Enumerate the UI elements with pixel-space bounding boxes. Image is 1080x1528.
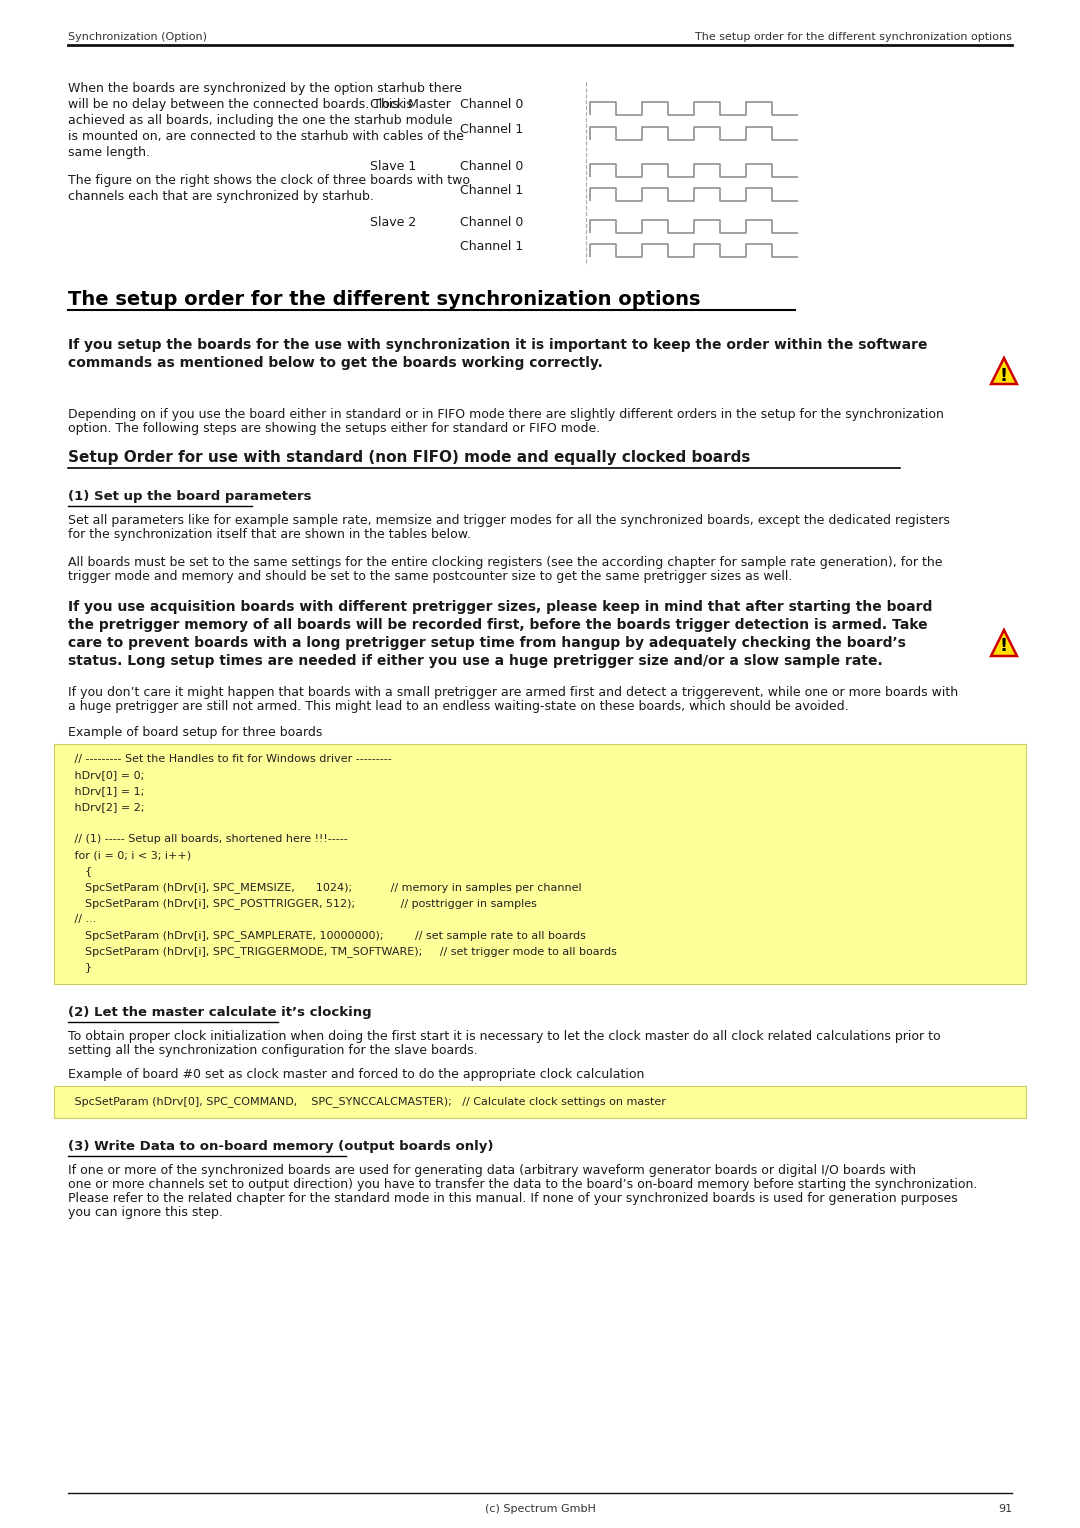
Text: for the synchronization itself that are shown in the tables below.: for the synchronization itself that are … bbox=[68, 529, 471, 541]
Text: (c) Spectrum GmbH: (c) Spectrum GmbH bbox=[485, 1504, 595, 1514]
Text: // ...: // ... bbox=[64, 914, 96, 924]
Text: SpcSetParam (hDrv[i], SPC_MEMSIZE,      1024);           // memory in samples pe: SpcSetParam (hDrv[i], SPC_MEMSIZE, 1024)… bbox=[64, 882, 582, 892]
Text: If you setup the boards for the use with synchronization it is important to keep: If you setup the boards for the use with… bbox=[68, 338, 928, 351]
Text: The setup order for the different synchronization options: The setup order for the different synchr… bbox=[696, 32, 1012, 41]
Text: for (i = 0; i < 3; i++): for (i = 0; i < 3; i++) bbox=[64, 850, 191, 860]
Text: option. The following steps are showing the setups either for standard or FIFO m: option. The following steps are showing … bbox=[68, 422, 600, 435]
Text: SpcSetParam (hDrv[i], SPC_TRIGGERMODE, TM_SOFTWARE);     // set trigger mode to : SpcSetParam (hDrv[i], SPC_TRIGGERMODE, T… bbox=[64, 946, 617, 957]
Polygon shape bbox=[991, 358, 1017, 384]
Text: Channel 0: Channel 0 bbox=[460, 98, 524, 112]
Text: hDrv[2] = 2;: hDrv[2] = 2; bbox=[64, 802, 145, 811]
Text: SpcSetParam (hDrv[i], SPC_POSTTRIGGER, 512);             // posttrigger in sampl: SpcSetParam (hDrv[i], SPC_POSTTRIGGER, 5… bbox=[64, 898, 537, 909]
Text: !: ! bbox=[1000, 367, 1008, 385]
Text: achieved as all boards, including the one the starhub module: achieved as all boards, including the on… bbox=[68, 115, 453, 127]
Text: // (1) ----- Setup all boards, shortened here !!!-----: // (1) ----- Setup all boards, shortened… bbox=[64, 834, 348, 843]
Text: Example of board setup for three boards: Example of board setup for three boards bbox=[68, 726, 322, 740]
Text: If one or more of the synchronized boards are used for generating data (arbitrar: If one or more of the synchronized board… bbox=[68, 1164, 916, 1177]
Text: Setup Order for use with standard (non FIFO) mode and equally clocked boards: Setup Order for use with standard (non F… bbox=[68, 451, 751, 465]
Text: care to prevent boards with a long pretrigger setup time from hangup by adequate: care to prevent boards with a long pretr… bbox=[68, 636, 906, 649]
Text: Please refer to the related chapter for the standard mode in this manual. If non: Please refer to the related chapter for … bbox=[68, 1192, 958, 1206]
Text: Channel 1: Channel 1 bbox=[460, 122, 523, 136]
Text: If you don’t care it might happen that boards with a small pretrigger are armed : If you don’t care it might happen that b… bbox=[68, 686, 958, 698]
Text: Slave 2: Slave 2 bbox=[370, 215, 416, 229]
FancyBboxPatch shape bbox=[54, 1086, 1026, 1118]
Text: a huge pretrigger are still not armed. This might lead to an endless waiting-sta: a huge pretrigger are still not armed. T… bbox=[68, 700, 849, 714]
Text: trigger mode and memory and should be set to the same postcounter size to get th: trigger mode and memory and should be se… bbox=[68, 570, 793, 584]
Text: Set all parameters like for example sample rate, memsize and trigger modes for a: Set all parameters like for example samp… bbox=[68, 513, 950, 527]
Text: (3) Write Data to on-board memory (output boards only): (3) Write Data to on-board memory (outpu… bbox=[68, 1140, 494, 1154]
Polygon shape bbox=[991, 630, 1017, 656]
Text: one or more channels set to output direction) you have to transfer the data to t: one or more channels set to output direc… bbox=[68, 1178, 977, 1190]
Text: Channel 0: Channel 0 bbox=[460, 215, 524, 229]
Text: Clock Master: Clock Master bbox=[370, 98, 450, 112]
Text: SpcSetParam (hDrv[0], SPC_COMMAND,    SPC_SYNCCALCMASTER);   // Calculate clock : SpcSetParam (hDrv[0], SPC_COMMAND, SPC_S… bbox=[64, 1096, 666, 1106]
Text: To obtain proper clock initialization when doing the first start it is necessary: To obtain proper clock initialization wh… bbox=[68, 1030, 941, 1044]
Text: hDrv[1] = 1;: hDrv[1] = 1; bbox=[64, 785, 145, 796]
Text: you can ignore this step.: you can ignore this step. bbox=[68, 1206, 222, 1219]
Text: setting all the synchronization configuration for the slave boards.: setting all the synchronization configur… bbox=[68, 1044, 477, 1057]
Text: Channel 1: Channel 1 bbox=[460, 240, 523, 254]
Text: (2) Let the master calculate it’s clocking: (2) Let the master calculate it’s clocki… bbox=[68, 1005, 372, 1019]
Text: // --------- Set the Handles to fit for Windows driver ---------: // --------- Set the Handles to fit for … bbox=[64, 753, 392, 764]
Text: Slave 1: Slave 1 bbox=[370, 160, 416, 173]
Text: When the boards are synchronized by the option starhub there: When the boards are synchronized by the … bbox=[68, 83, 462, 95]
Text: Synchronization (Option): Synchronization (Option) bbox=[68, 32, 207, 41]
Text: is mounted on, are connected to the starhub with cables of the: is mounted on, are connected to the star… bbox=[68, 130, 464, 144]
Text: hDrv[0] = 0;: hDrv[0] = 0; bbox=[64, 770, 145, 779]
Text: {: { bbox=[64, 866, 92, 876]
Text: The figure on the right shows the clock of three boards with two: The figure on the right shows the clock … bbox=[68, 174, 470, 186]
Text: !: ! bbox=[1000, 637, 1008, 656]
Text: All boards must be set to the same settings for the entire clocking registers (s: All boards must be set to the same setti… bbox=[68, 556, 943, 568]
Text: (1) Set up the board parameters: (1) Set up the board parameters bbox=[68, 490, 311, 503]
Text: 91: 91 bbox=[998, 1504, 1012, 1514]
Text: same length.: same length. bbox=[68, 147, 150, 159]
Text: The setup order for the different synchronization options: The setup order for the different synchr… bbox=[68, 290, 701, 309]
Text: SpcSetParam (hDrv[i], SPC_SAMPLERATE, 10000000);         // set sample rate to a: SpcSetParam (hDrv[i], SPC_SAMPLERATE, 10… bbox=[64, 931, 585, 941]
Text: }: } bbox=[64, 963, 92, 972]
Text: Depending on if you use the board either in standard or in FIFO mode there are s: Depending on if you use the board either… bbox=[68, 408, 944, 422]
Text: status. Long setup times are needed if either you use a huge pretrigger size and: status. Long setup times are needed if e… bbox=[68, 654, 882, 668]
Text: channels each that are synchronized by starhub.: channels each that are synchronized by s… bbox=[68, 189, 374, 203]
Text: will be no delay between the connected boards. This is: will be no delay between the connected b… bbox=[68, 98, 413, 112]
Text: commands as mentioned below to get the boards working correctly.: commands as mentioned below to get the b… bbox=[68, 356, 603, 370]
FancyBboxPatch shape bbox=[54, 744, 1026, 984]
Text: Channel 1: Channel 1 bbox=[460, 183, 523, 197]
Text: Channel 0: Channel 0 bbox=[460, 160, 524, 173]
Text: Example of board #0 set as clock master and forced to do the appropriate clock c: Example of board #0 set as clock master … bbox=[68, 1068, 645, 1080]
Text: the pretrigger memory of all boards will be recorded first, before the boards tr: the pretrigger memory of all boards will… bbox=[68, 617, 928, 633]
Text: If you use acquisition boards with different pretrigger sizes, please keep in mi: If you use acquisition boards with diffe… bbox=[68, 601, 932, 614]
